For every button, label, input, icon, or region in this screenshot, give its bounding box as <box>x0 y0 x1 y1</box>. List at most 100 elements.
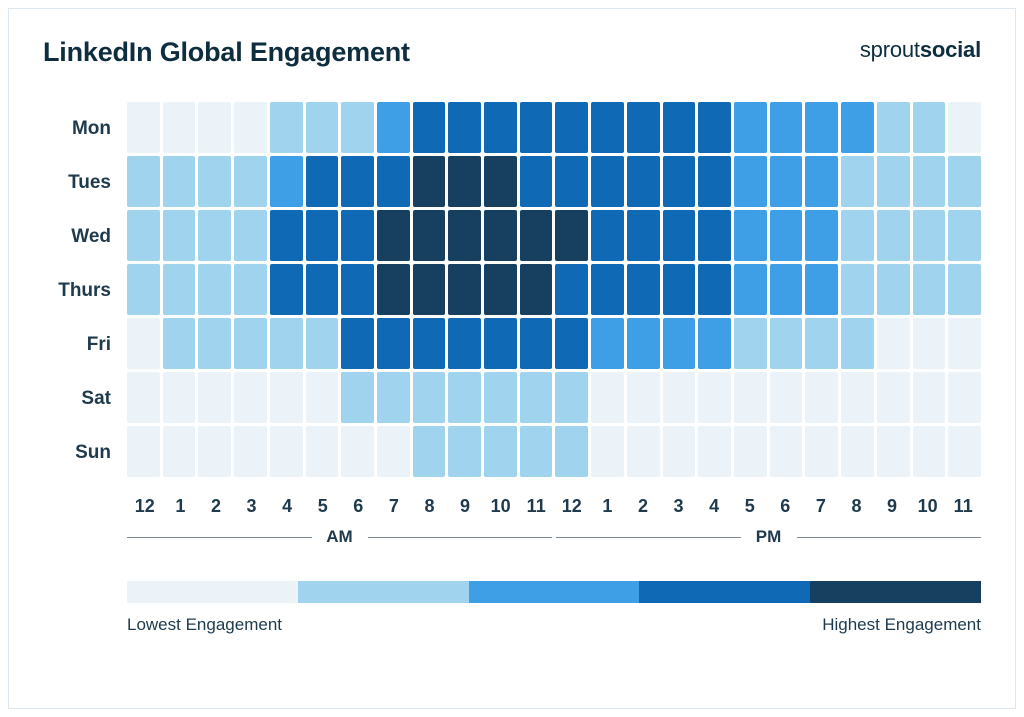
heatmap-cell <box>734 210 767 261</box>
hour-label: 3 <box>661 496 697 517</box>
heatmap-cell <box>770 156 803 207</box>
heatmap-cell <box>484 102 517 153</box>
heatmap-cell <box>377 210 410 261</box>
legend-color-bar <box>127 581 981 603</box>
hour-label: 1 <box>163 496 199 517</box>
hour-label: 6 <box>340 496 376 517</box>
day-label: Tues <box>43 156 127 210</box>
heatmap-cell <box>913 264 946 315</box>
heatmap-cell <box>841 318 874 369</box>
heatmap-cell <box>591 264 624 315</box>
heatmap-cell <box>520 156 553 207</box>
heatmap-cell <box>377 264 410 315</box>
heatmap-cell <box>234 426 267 477</box>
heatmap-row <box>127 102 981 156</box>
heatmap-cell <box>805 264 838 315</box>
heatmap-cell <box>448 102 481 153</box>
heatmap-cell <box>163 210 196 261</box>
heatmap-cell <box>448 426 481 477</box>
pm-label: PM <box>556 527 981 547</box>
legend-segment <box>810 581 981 603</box>
heatmap-cell <box>484 318 517 369</box>
hour-label: 7 <box>376 496 412 517</box>
heatmap-cell <box>127 264 160 315</box>
legend: Lowest Engagement Highest Engagement <box>127 581 981 635</box>
heatmap-cell <box>877 426 910 477</box>
heatmap-cell <box>913 102 946 153</box>
heatmap-cell <box>270 318 303 369</box>
heatmap-cell <box>127 318 160 369</box>
heatmap-cell <box>270 264 303 315</box>
hour-label: 10 <box>483 496 519 517</box>
heatmap-cell <box>341 318 374 369</box>
heatmap-cell <box>663 156 696 207</box>
heatmap-cell <box>663 372 696 423</box>
hour-label: 7 <box>803 496 839 517</box>
heatmap-cell <box>698 102 731 153</box>
heatmap-cell <box>520 426 553 477</box>
legend-segment <box>469 581 640 603</box>
heatmap-cell <box>163 426 196 477</box>
header: LinkedIn Global Engagement sproutsocial <box>43 37 981 68</box>
heatmap-cell <box>555 426 588 477</box>
heatmap-cell <box>913 156 946 207</box>
legend-high-label: Highest Engagement <box>822 615 981 635</box>
heatmap-cell <box>698 318 731 369</box>
heatmap-cell <box>163 372 196 423</box>
heatmap-cell <box>913 318 946 369</box>
logo-text-bold: social <box>920 37 981 62</box>
heatmap-cell <box>627 372 660 423</box>
heatmap-cell <box>734 372 767 423</box>
heatmap-cell <box>198 426 231 477</box>
heatmap-cell <box>448 156 481 207</box>
heatmap-cell <box>270 426 303 477</box>
heatmap-cell <box>770 372 803 423</box>
heatmap-row <box>127 264 981 318</box>
heatmap-cell <box>448 372 481 423</box>
heatmap-cell <box>948 102 981 153</box>
heatmap-cell <box>127 372 160 423</box>
heatmap-cell <box>948 318 981 369</box>
heatmap-cell <box>663 264 696 315</box>
heatmap-cell <box>734 318 767 369</box>
heatmap-cell <box>734 102 767 153</box>
heatmap-cell <box>306 102 339 153</box>
heatmap-cell <box>413 156 446 207</box>
heatmap-cell <box>698 372 731 423</box>
day-label: Thurs <box>43 264 127 318</box>
am-label: AM <box>127 527 552 547</box>
heatmap-cell <box>734 426 767 477</box>
heatmap-cell <box>877 102 910 153</box>
hour-label: 12 <box>127 496 163 517</box>
heatmap-cell <box>591 102 624 153</box>
heatmap-cell <box>234 372 267 423</box>
heatmap-cell <box>555 102 588 153</box>
heatmap-cell <box>555 264 588 315</box>
heatmap-cell <box>663 318 696 369</box>
hour-label: 1 <box>590 496 626 517</box>
heatmap-cell <box>306 372 339 423</box>
day-label: Mon <box>43 102 127 156</box>
heatmap-cell <box>591 426 624 477</box>
hour-label: 9 <box>874 496 910 517</box>
heatmap-cell <box>341 210 374 261</box>
heatmap-cell <box>841 156 874 207</box>
heatmap-cell <box>234 102 267 153</box>
heatmap-cell <box>341 264 374 315</box>
heatmap-cell <box>198 372 231 423</box>
heatmap-cell <box>413 102 446 153</box>
ampm-row: AM PM <box>127 527 981 547</box>
heatmap-cell <box>555 210 588 261</box>
heatmap-cell <box>805 426 838 477</box>
heatmap-cell <box>555 156 588 207</box>
hour-label: 5 <box>305 496 341 517</box>
legend-labels: Lowest Engagement Highest Engagement <box>127 615 981 635</box>
heatmap-cell <box>555 318 588 369</box>
hour-label: 4 <box>269 496 305 517</box>
heatmap-cell <box>805 372 838 423</box>
heatmap-cell <box>948 264 981 315</box>
legend-segment <box>127 581 298 603</box>
hour-labels-row: 121234567891011121234567891011 <box>127 496 981 517</box>
heatmap-cell <box>520 372 553 423</box>
heatmap-cell <box>127 426 160 477</box>
